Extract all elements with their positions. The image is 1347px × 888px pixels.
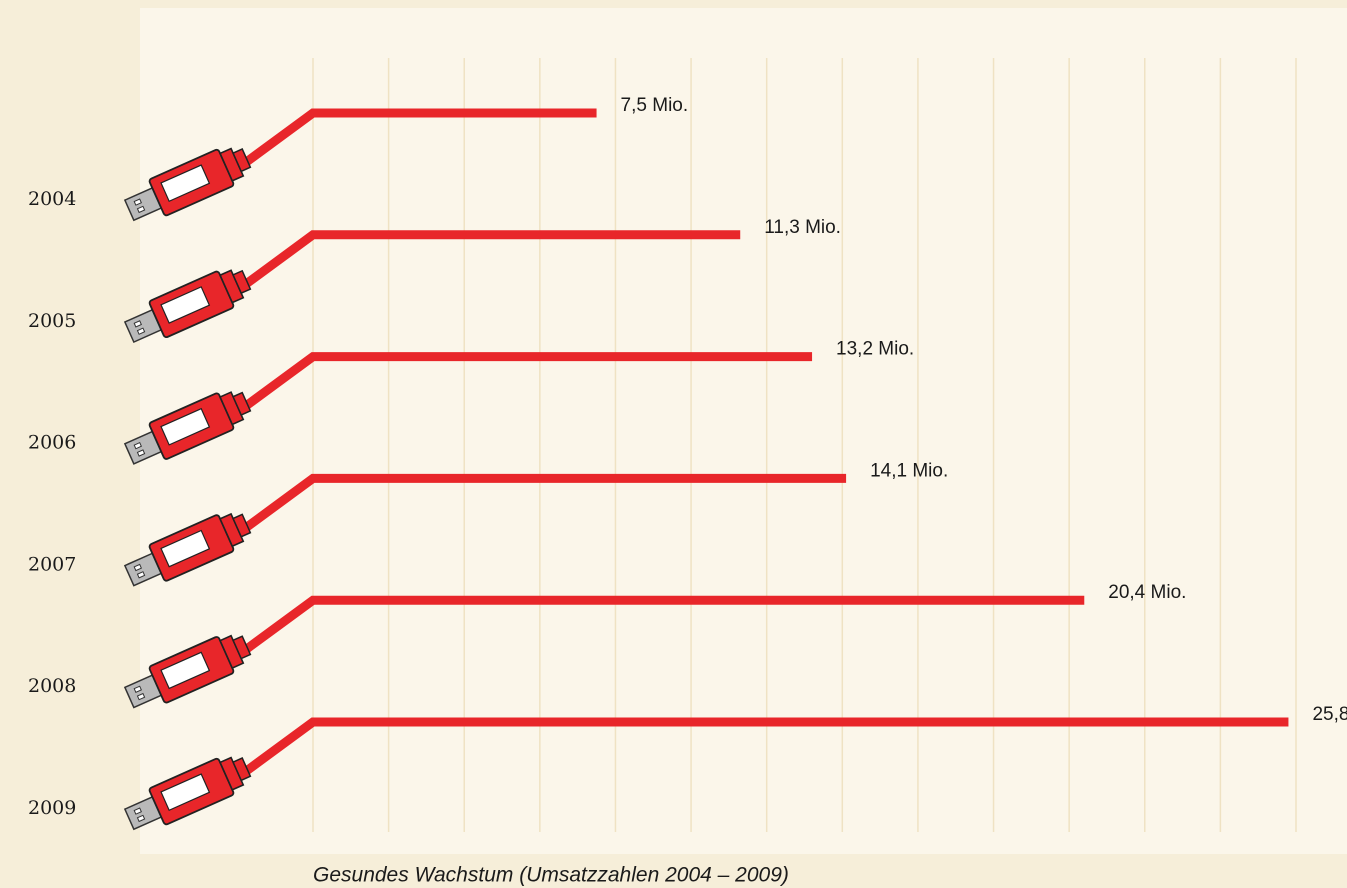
- chart: 7,5 Mio. 2004 11,3 Mio. 2005 13,2 Mio. 2006 14…: [0, 0, 1347, 888]
- caption: Gesundes Wachstum (Umsatzzahlen 2004 – 2…: [313, 864, 789, 887]
- y-tick-label: 2009: [28, 797, 76, 819]
- value-label: 11,3 Mio.: [764, 217, 841, 238]
- y-tick-label: 2006: [28, 432, 76, 454]
- value-label: 25,8 Mio.: [1312, 704, 1347, 725]
- value-label: 14,1 Mio.: [870, 460, 948, 481]
- y-tick-label: 2004: [28, 188, 76, 210]
- value-label: 7,5 Mio.: [621, 95, 689, 116]
- y-tick-label: 2005: [28, 310, 76, 332]
- value-label: 20,4 Mio.: [1108, 582, 1186, 603]
- value-label: 13,2 Mio.: [836, 339, 914, 360]
- y-tick-label: 2008: [28, 675, 76, 697]
- page: {"chart_data": { "type": "bar", "orienta…: [0, 0, 1347, 888]
- y-tick-label: 2007: [28, 553, 76, 575]
- plot-area: [140, 8, 1347, 854]
